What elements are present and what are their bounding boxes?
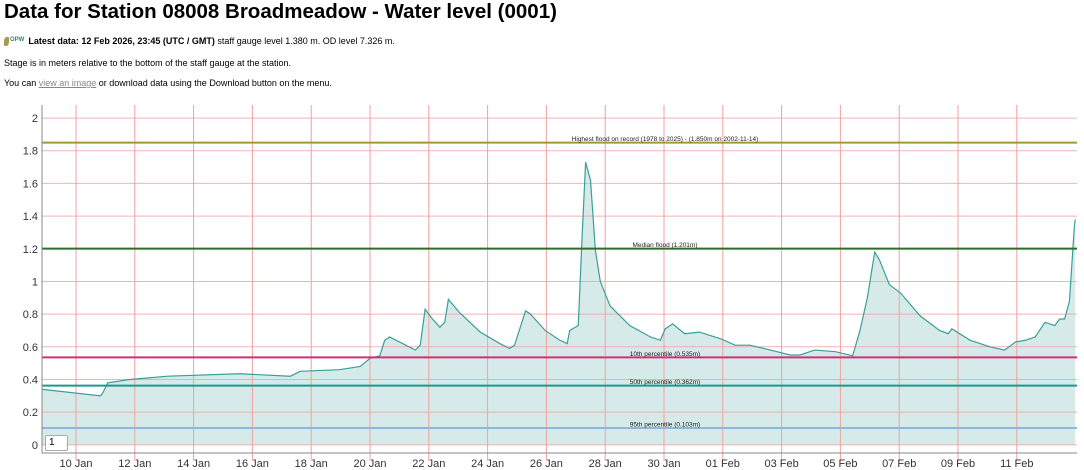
x-tick-label: 28 Jan	[589, 458, 622, 470]
x-tick-label: 09 Feb	[941, 458, 975, 470]
threshold-label: 95th percentile (0.103m)	[630, 422, 700, 429]
y-tick-label: 1.2	[23, 244, 38, 256]
x-tick-label: 22 Jan	[412, 458, 445, 470]
threshold-label: 10th percentile (0.535m)	[630, 351, 700, 358]
y-tick-label: 0.4	[23, 374, 38, 386]
y-tick-label: 0.6	[23, 342, 38, 354]
x-tick-label: 12 Jan	[118, 458, 151, 470]
y-tick-label: 1.6	[23, 178, 38, 190]
x-tick-label: 30 Jan	[647, 458, 680, 470]
x-tick-label: 10 Jan	[59, 458, 92, 470]
x-tick-label: 07 Feb	[882, 458, 916, 470]
y-tick-label: 0	[32, 440, 38, 452]
zoom-input[interactable]: 1	[45, 435, 68, 451]
threshold-label: Median flood (1.201m)	[632, 242, 697, 249]
x-tick-label: 26 Jan	[530, 458, 563, 470]
threshold-label: 50th percentile (0.362m)	[630, 379, 700, 386]
latest-data-label: Latest data: 12 Feb 2026, 23:45 (UTC / G…	[28, 36, 215, 46]
x-tick-label: 05 Feb	[823, 458, 857, 470]
page-title: Data for Station 08008 Broadmeadow - Wat…	[4, 0, 557, 23]
y-tick-label: 1	[32, 276, 38, 288]
y-tick-label: 2	[32, 113, 38, 125]
stage-note: Stage is in meters relative to the botto…	[4, 58, 292, 68]
opw-logo: OPW	[4, 36, 24, 46]
x-tick-label: 16 Jan	[236, 458, 269, 470]
x-tick-label: 11 Feb	[1000, 458, 1033, 470]
x-tick-label: 20 Jan	[353, 458, 386, 470]
series-area-fill	[41, 162, 1076, 445]
latest-data: OPW Latest data: 12 Feb 2026, 23:45 (UTC…	[4, 36, 395, 46]
x-tick-label: 14 Jan	[177, 458, 210, 470]
latest-data-values: staff gauge level 1.380 m. OD level 7.32…	[214, 36, 395, 46]
threshold-label: Highest flood on record (1978 to 2025) -…	[572, 136, 759, 143]
x-tick-label: 18 Jan	[295, 458, 328, 470]
download-note: You can view an image or download data u…	[4, 78, 332, 88]
y-tick-label: 1.8	[23, 146, 38, 158]
y-tick-label: 0.8	[23, 309, 38, 321]
y-tick-label: 1.4	[23, 211, 38, 223]
x-tick-label: 01 Feb	[706, 458, 740, 470]
x-tick-label: 03 Feb	[764, 458, 798, 470]
series-line	[41, 162, 1076, 397]
view-image-link[interactable]: view an image	[38, 78, 97, 88]
y-tick-label: 0.2	[23, 407, 38, 419]
x-tick-label: 24 Jan	[471, 458, 504, 470]
